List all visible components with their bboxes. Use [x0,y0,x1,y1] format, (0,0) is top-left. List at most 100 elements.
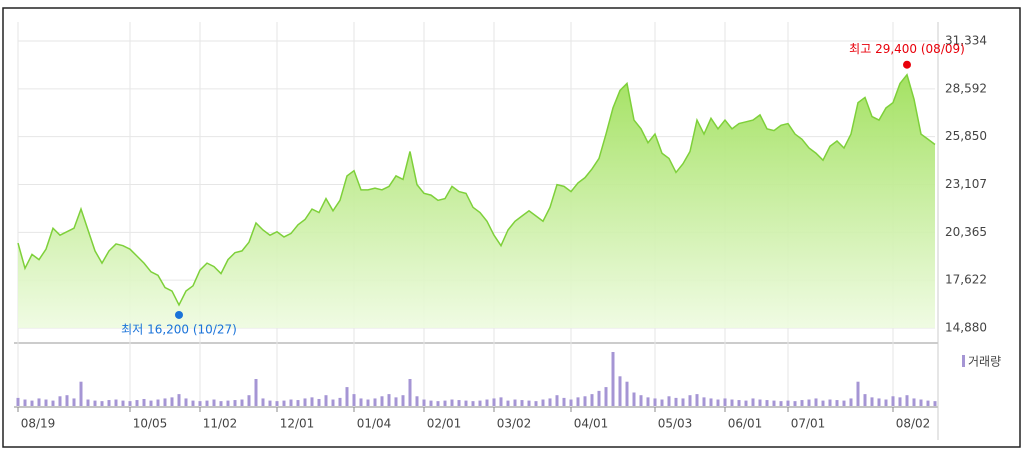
high-label: 최고 29,400 (08/09) [849,42,965,56]
volume-bar [835,400,839,406]
volume-bar [317,398,321,406]
volume-bar [905,395,909,406]
volume-bar [590,394,594,406]
volume-bar [730,399,734,406]
legend-swatch [962,355,965,367]
volume-bar [345,387,349,406]
volume-bar [205,400,209,406]
volume-bar [653,398,657,406]
volume-bar [212,399,216,406]
volume-bar [303,398,307,406]
volume-bar [261,398,265,406]
volume-bar [751,398,755,406]
x-tick-label: 10/05 [133,417,168,431]
x-tick-label: 07/01 [791,417,826,431]
volume-bar [800,400,804,406]
volume-bar [681,398,685,406]
high-marker [903,60,911,69]
volume-bar [583,396,587,406]
volume-bar [296,400,300,406]
volume-bar [394,397,398,406]
volume-bar [464,400,468,406]
volume-bar [107,400,111,406]
legend-label: 거래량 [968,355,1001,369]
volume-bar [891,396,895,406]
volume-bar [128,401,132,406]
price-line [17,73,936,307]
volume-bar [100,401,104,406]
volume-bar [86,399,90,406]
volume-bar [674,397,678,406]
volume-bar [422,399,426,406]
volume-bar [324,395,328,406]
x-tick-label: 05/03 [658,417,693,431]
volume-bar [198,401,202,406]
y-tick-label: 17,622 [945,273,987,287]
volume-bar [268,400,272,406]
volume-bar [576,397,580,406]
volume-bar [499,397,503,406]
volume-bar [184,398,188,406]
volume-bar [310,397,314,406]
volume-bar [457,400,461,406]
volume-bar [485,399,489,406]
volume-bar [828,399,832,406]
volume-bar [604,387,608,406]
volume-bar [142,398,146,406]
volume-bar [219,401,223,406]
volume-bar [170,397,174,406]
x-tick-label: 03/02 [497,417,532,431]
volume-bar [331,399,335,406]
volume-bar [646,397,650,406]
volume-bar [541,399,545,406]
volume-bar [93,400,97,406]
volume-bar [51,400,55,406]
volume-bar [240,399,244,406]
volume-bar [919,399,923,406]
y-tick-label: 25,850 [945,129,987,143]
volume-bar [65,395,69,406]
volume-bar [443,400,447,406]
volume-bar [121,400,125,406]
volume-bar [842,400,846,406]
volume-bar [30,400,34,406]
y-tick-label: 14,880 [945,321,987,335]
volume-bar [779,401,783,406]
volume-bar [401,395,405,406]
volume-bar [282,400,286,406]
volume-bar [478,400,482,406]
volume-bar [520,400,524,406]
volume-bar [625,381,629,406]
volume-bar [387,394,391,406]
x-tick-label: 11/02 [203,417,238,431]
volume-bar [933,401,937,406]
volume-bar [492,398,496,406]
low-label: 최저 16,200 (10/27) [121,322,237,336]
volume-bar [821,400,825,406]
volume-bar [72,398,76,406]
volume-bar [688,395,692,406]
volume-bar [786,400,790,406]
volume-bar [226,400,230,406]
volume-bar [114,399,118,406]
volume-bar [233,400,237,406]
volume-bar [275,401,279,406]
volume-bar [912,398,916,406]
x-tick-label: 12/01 [280,417,315,431]
x-tick-label: 06/01 [728,417,763,431]
x-tick-label: 08/19 [21,417,56,431]
price-area [18,74,935,329]
volume-bar [289,399,293,406]
x-tick-label: 08/02 [896,417,931,431]
volume-bar [737,400,741,406]
volume-bar [562,397,566,406]
volume-bar [450,399,454,406]
volume-bar [884,399,888,406]
volume-bar [415,396,419,406]
volume-bar [548,398,552,406]
volume-bar [758,399,762,406]
low-marker [175,310,183,319]
volume-bar [534,401,538,406]
volume-bar [793,401,797,406]
